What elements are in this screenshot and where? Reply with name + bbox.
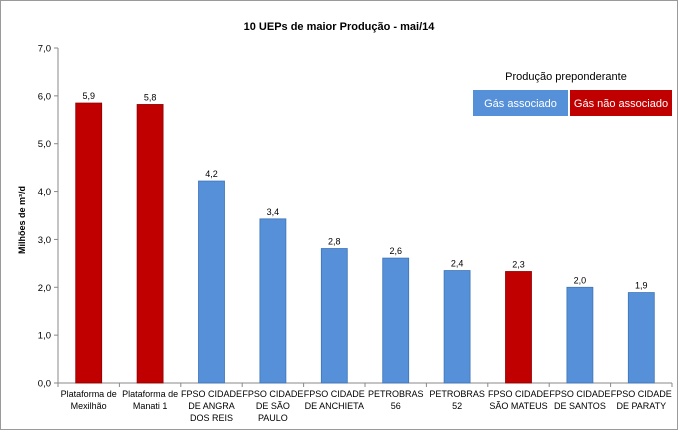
- x-tick-label: FPSO CIDADE DE SÃO PAULO: [242, 389, 303, 423]
- bar: [566, 286, 594, 384]
- data-label: 1,9: [635, 281, 648, 291]
- y-axis-label: Milhões de m³/d: [17, 186, 27, 254]
- bar: [382, 257, 410, 384]
- y-tick-label: 2,0: [38, 283, 51, 294]
- legend-title: Produção preponderante: [505, 71, 627, 83]
- x-tick-label: PETROBRAS 56: [368, 389, 424, 411]
- y-tick-label: 3,0: [38, 235, 51, 246]
- y-axis: 0,0 1,0 2,0 3,0 4,0 5,0 6,0 7,0: [38, 44, 59, 390]
- data-label: 5,9: [82, 91, 95, 101]
- data-label: 5,8: [144, 92, 157, 102]
- y-tick-label: 0,0: [38, 379, 51, 390]
- data-label: 2,4: [451, 259, 464, 269]
- x-tick-label: Plataforma de Manati 1: [122, 389, 178, 411]
- data-label: 2,8: [328, 237, 341, 247]
- legend-swatch: [570, 90, 672, 116]
- x-tick-label: FPSO CIDADE SÃO MATEUS: [488, 389, 549, 411]
- y-tick-label: 7,0: [38, 44, 51, 55]
- y-tick-label: 4,0: [38, 187, 51, 198]
- bar: [627, 292, 655, 384]
- legend-swatch: [473, 90, 568, 116]
- x-tick-label: FPSO CIDADE DE PARATY: [611, 389, 672, 411]
- x-tick-label: FPSO CIDADE DE ANGRA DOS REIS: [181, 389, 242, 423]
- legend: Produção preponderante Gás associado Gás …: [473, 71, 672, 116]
- y-tick-label: 1,0: [38, 331, 51, 342]
- data-label: 4,2: [205, 169, 218, 179]
- data-label: 2,3: [512, 259, 525, 269]
- bars: [75, 102, 655, 384]
- y-tick-label: 5,0: [38, 139, 51, 150]
- data-label: 3,4: [267, 207, 280, 217]
- bar: [136, 104, 164, 384]
- bar: [443, 270, 471, 384]
- bar: [320, 248, 348, 384]
- x-tick-label: PETROBRAS 52: [429, 389, 485, 411]
- x-tick-label: FPSO CIDADE DE ANCHIETA: [304, 389, 365, 411]
- bar: [259, 218, 287, 384]
- value-labels: 5,9 5,8 4,2 3,4 2,8 2,6 2,4 2,3 2,0 1,9: [82, 91, 647, 291]
- data-label: 2,0: [574, 275, 587, 285]
- bar: [75, 102, 103, 384]
- chart-title: 10 UEPs de maior Produção - mai/14: [244, 21, 436, 33]
- data-label: 2,6: [389, 246, 402, 256]
- bar: [198, 180, 225, 384]
- bar: [505, 271, 532, 384]
- x-tick-label: Plataforma de Mexilhão: [61, 389, 117, 411]
- x-tick-label: FPSO CIDADE DE SANTOS: [549, 389, 610, 411]
- legend-item-label: Gás associado: [484, 98, 557, 110]
- y-tick-label: 6,0: [38, 91, 51, 102]
- legend-item-label: Gás não associado: [574, 98, 668, 110]
